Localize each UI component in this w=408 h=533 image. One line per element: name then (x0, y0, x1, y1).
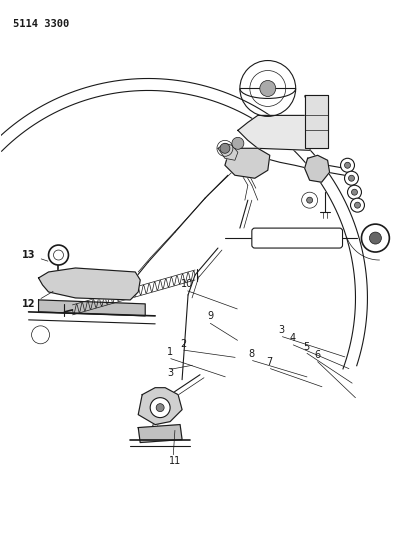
Circle shape (350, 198, 364, 212)
Text: 12: 12 (22, 299, 35, 309)
Text: 11: 11 (169, 456, 181, 466)
Text: 3: 3 (167, 368, 173, 378)
Polygon shape (305, 155, 330, 182)
Circle shape (220, 143, 230, 154)
Text: 10: 10 (181, 279, 193, 289)
Text: 2: 2 (180, 339, 186, 349)
Circle shape (49, 245, 69, 265)
Polygon shape (238, 116, 317, 150)
Circle shape (348, 185, 361, 199)
Circle shape (348, 175, 355, 181)
Polygon shape (225, 148, 270, 178)
Circle shape (260, 80, 276, 96)
Text: 7: 7 (267, 357, 273, 367)
Text: 9: 9 (207, 311, 213, 321)
Text: 3: 3 (279, 325, 285, 335)
Circle shape (150, 398, 170, 417)
Circle shape (361, 224, 389, 252)
FancyBboxPatch shape (252, 228, 343, 248)
Polygon shape (39, 300, 145, 316)
Circle shape (302, 192, 317, 208)
Circle shape (341, 158, 355, 172)
Circle shape (369, 232, 381, 244)
Circle shape (344, 162, 350, 168)
Polygon shape (39, 268, 140, 300)
Text: 1: 1 (167, 347, 173, 357)
Text: 5: 5 (304, 342, 310, 352)
Polygon shape (138, 387, 182, 425)
Circle shape (355, 202, 360, 208)
Text: 13: 13 (22, 250, 35, 260)
Text: 4: 4 (290, 333, 296, 343)
Circle shape (344, 171, 359, 185)
Text: 5114 3300: 5114 3300 (13, 19, 69, 29)
Text: 6: 6 (315, 350, 321, 360)
Circle shape (232, 138, 244, 149)
Polygon shape (305, 95, 328, 148)
Circle shape (307, 197, 313, 203)
Circle shape (156, 403, 164, 411)
Polygon shape (138, 425, 182, 442)
Circle shape (352, 189, 357, 195)
Polygon shape (218, 143, 238, 160)
Text: 8: 8 (249, 349, 255, 359)
